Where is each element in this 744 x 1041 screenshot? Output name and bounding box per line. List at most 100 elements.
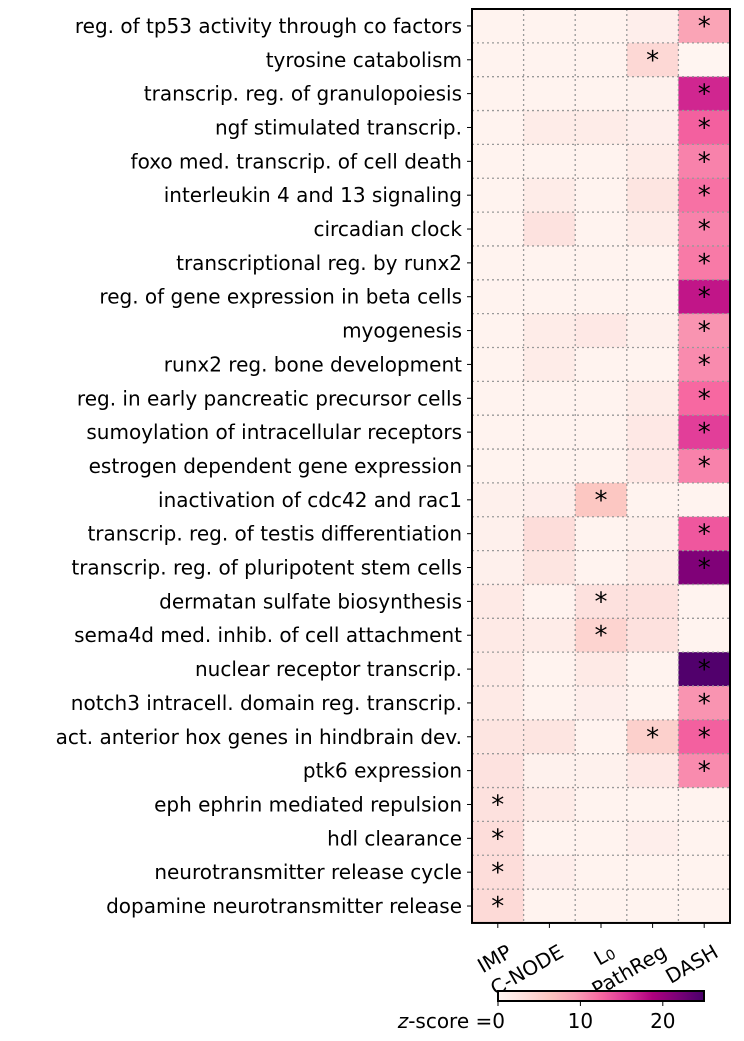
heatmap-cell — [678, 212, 731, 247]
heatmap-cell — [678, 9, 731, 44]
heatmap-cell — [626, 516, 679, 552]
heatmap-cell — [678, 584, 731, 619]
significance-star: * — [698, 181, 711, 211]
heatmap-cell — [678, 482, 731, 518]
heatmap-cell — [575, 9, 628, 44]
heatmap-cell — [575, 144, 628, 179]
significance-star: * — [698, 655, 711, 685]
significance-star: * — [646, 723, 659, 753]
heatmap-cell — [678, 42, 731, 78]
significance-star: * — [646, 46, 659, 76]
heatmap-cell — [472, 855, 525, 890]
heatmap-cell — [626, 178, 679, 213]
heatmap-cell — [472, 550, 525, 585]
heatmap-cell — [678, 76, 731, 112]
heatmap-cell — [678, 753, 731, 789]
significance-star: * — [698, 554, 711, 584]
heatmap-cell — [472, 753, 525, 789]
heatmap-cell — [472, 889, 525, 924]
row-label: estrogen dependent gene expression — [89, 454, 462, 478]
heatmap-cell — [626, 76, 679, 112]
heatmap-cell — [626, 584, 679, 619]
heatmap-cell — [472, 584, 525, 619]
heatmap-cell — [626, 821, 679, 856]
row-label: sumoylation of intracellular receptors — [86, 420, 462, 444]
heatmap-cell — [678, 719, 731, 755]
heatmap-cell — [626, 753, 679, 789]
heatmap-cell — [523, 584, 576, 619]
heatmap-cell — [678, 855, 731, 890]
heatmap-cell — [678, 787, 731, 822]
heatmap-cell — [626, 347, 679, 382]
heatmap-cell — [575, 449, 628, 484]
heatmap-cell — [575, 245, 628, 281]
heatmap-cell — [472, 110, 525, 145]
significance-star: * — [698, 452, 711, 482]
heatmap-cell — [626, 855, 679, 890]
row-label: nuclear receptor transcrip. — [195, 657, 462, 681]
heatmap-cell — [472, 42, 525, 78]
heatmap-cell — [575, 821, 628, 856]
heatmap-cell — [575, 482, 628, 518]
heatmap-cell — [472, 76, 525, 112]
heatmap-cell — [523, 652, 576, 687]
significance-star: * — [491, 858, 504, 888]
heatmap-cell — [626, 9, 679, 44]
heatmap-cell — [678, 313, 731, 348]
heatmap-cell — [626, 482, 679, 518]
significance-star: * — [698, 113, 711, 143]
heatmap-cell — [523, 178, 576, 213]
heatmap-cell — [523, 245, 576, 281]
heatmap-cell — [523, 855, 576, 890]
heatmap-cell — [523, 9, 576, 44]
heatmap-cell — [523, 313, 576, 348]
heatmap-cell — [472, 279, 525, 315]
heatmap-cell — [678, 618, 731, 653]
heatmap-cell — [575, 652, 628, 687]
heatmap-cell — [678, 347, 731, 382]
heatmap-cell — [626, 212, 679, 247]
heatmap-cell — [472, 9, 525, 44]
heatmap-cell — [678, 550, 731, 585]
heatmap-cell — [626, 415, 679, 450]
row-label: dermatan sulfate biosynthesis — [159, 589, 462, 613]
heatmap-cell — [523, 753, 576, 789]
heatmap-cell — [626, 279, 679, 315]
significance-star: * — [491, 790, 504, 820]
heatmap-cell — [523, 415, 576, 450]
heatmap-cell — [678, 652, 731, 687]
heatmap-cell — [626, 787, 679, 822]
colorbar-tick-label: 10 — [568, 1009, 593, 1033]
heatmap-cell — [678, 245, 731, 281]
heatmap-cell — [678, 178, 731, 213]
heatmap-cell — [472, 516, 525, 552]
heatmap-cell — [523, 516, 576, 552]
row-label: dopamine neurotransmitter release — [106, 894, 462, 918]
heatmap-cell — [523, 618, 576, 653]
heatmap-cell — [626, 652, 679, 687]
heatmap-cell — [575, 686, 628, 721]
heatmap-cell — [575, 889, 628, 924]
heatmap-cell — [678, 415, 731, 450]
heatmap-cell — [575, 855, 628, 890]
heatmap-cell — [472, 618, 525, 653]
row-label: transcriptional reg. by runx2 — [176, 251, 462, 275]
heatmap-cell — [626, 719, 679, 755]
heatmap-cell — [472, 313, 525, 348]
significance-star: * — [698, 283, 711, 313]
heatmap-cell — [472, 686, 525, 721]
heatmap-cells — [472, 9, 731, 924]
heatmap-cell — [575, 178, 628, 213]
heatmap-cell — [678, 821, 731, 856]
heatmap-cell — [523, 449, 576, 484]
heatmap-cell — [678, 279, 731, 315]
heatmap-cell — [678, 516, 731, 552]
cell-grid — [472, 9, 730, 923]
row-label: reg. of gene expression in beta cells — [99, 285, 462, 309]
row-label: reg. in early pancreatic precursor cells — [77, 386, 462, 410]
row-label: transcrip. reg. of granulopoiesis — [144, 82, 462, 106]
heatmap-cell — [678, 889, 731, 924]
row-label: tyrosine catabolism — [266, 48, 462, 72]
